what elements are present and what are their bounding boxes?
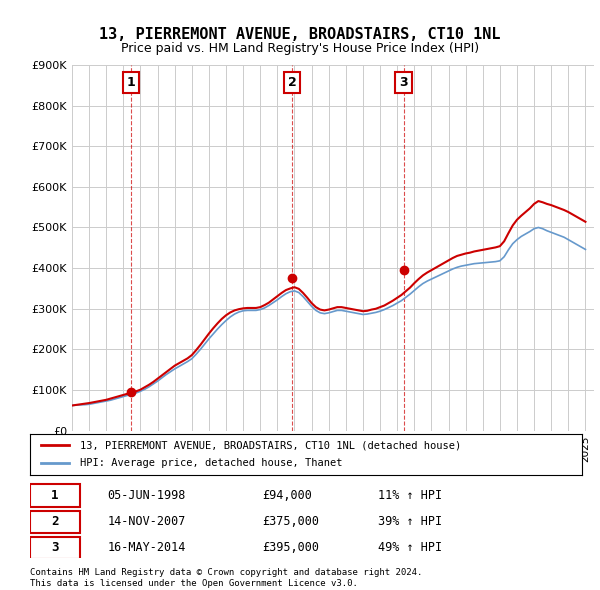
Text: HPI: Average price, detached house, Thanet: HPI: Average price, detached house, Than… [80, 458, 342, 468]
Text: 11% ↑ HPI: 11% ↑ HPI [378, 489, 442, 502]
FancyBboxPatch shape [30, 484, 80, 507]
Text: 3: 3 [51, 542, 59, 555]
Text: £375,000: £375,000 [262, 515, 319, 528]
Text: 2: 2 [51, 515, 59, 528]
Text: 49% ↑ HPI: 49% ↑ HPI [378, 542, 442, 555]
Text: 1: 1 [51, 489, 59, 502]
Text: 16-MAY-2014: 16-MAY-2014 [107, 542, 185, 555]
Text: £395,000: £395,000 [262, 542, 319, 555]
Text: 05-JUN-1998: 05-JUN-1998 [107, 489, 185, 502]
Text: 13, PIERREMONT AVENUE, BROADSTAIRS, CT10 1NL (detached house): 13, PIERREMONT AVENUE, BROADSTAIRS, CT10… [80, 440, 461, 450]
FancyBboxPatch shape [30, 537, 80, 559]
Text: 3: 3 [399, 76, 408, 89]
Text: £94,000: £94,000 [262, 489, 312, 502]
Text: Contains HM Land Registry data © Crown copyright and database right 2024.: Contains HM Land Registry data © Crown c… [30, 568, 422, 576]
Text: 39% ↑ HPI: 39% ↑ HPI [378, 515, 442, 528]
FancyBboxPatch shape [30, 510, 80, 533]
Text: This data is licensed under the Open Government Licence v3.0.: This data is licensed under the Open Gov… [30, 579, 358, 588]
Text: 13, PIERREMONT AVENUE, BROADSTAIRS, CT10 1NL: 13, PIERREMONT AVENUE, BROADSTAIRS, CT10… [99, 27, 501, 41]
Text: Price paid vs. HM Land Registry's House Price Index (HPI): Price paid vs. HM Land Registry's House … [121, 42, 479, 55]
Text: 1: 1 [127, 76, 135, 89]
Text: 14-NOV-2007: 14-NOV-2007 [107, 515, 185, 528]
Text: 2: 2 [288, 76, 296, 89]
